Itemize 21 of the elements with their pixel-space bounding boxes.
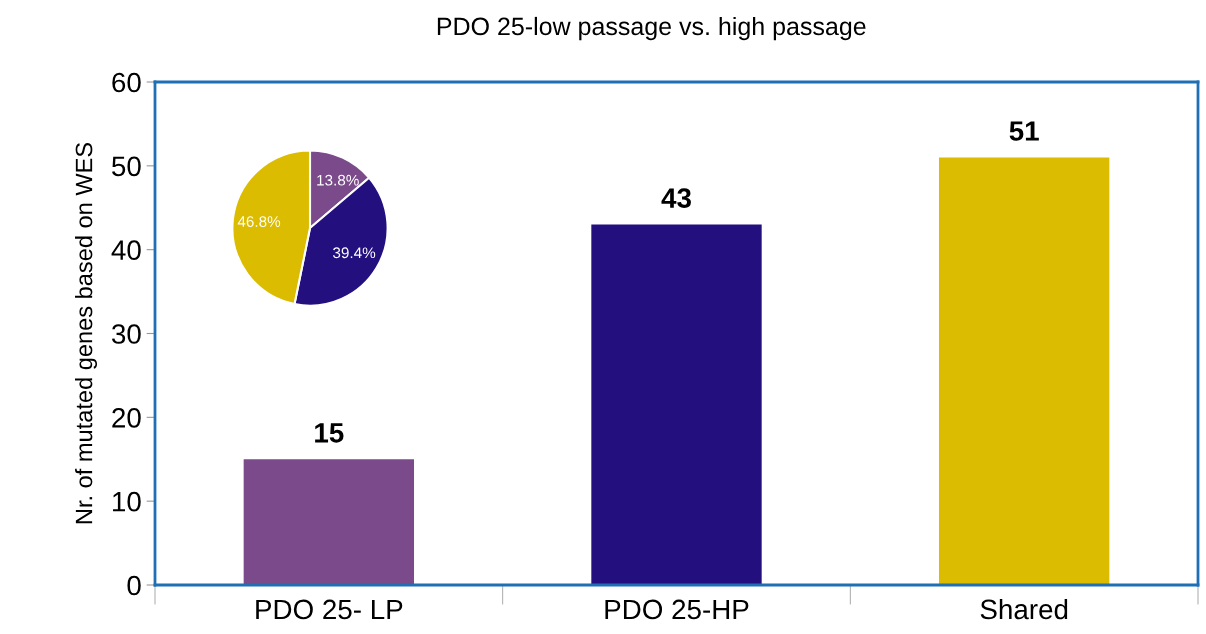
data-label: 39.4% — [333, 247, 376, 259]
y-tick-label: 60 — [112, 72, 141, 93]
x-tick-label: PDO 25-HP — [605, 599, 749, 620]
data-label: 46.8% — [237, 216, 281, 227]
chart-title: PDO 25-low passage vs. high passage — [437, 16, 866, 41]
y-tick-label: 40 — [111, 240, 141, 261]
y-axis-title: Nr. of mutated genes based on WES — [75, 142, 98, 524]
y-tick-label: 30 — [111, 324, 141, 344]
bar — [938, 157, 1110, 585]
x-tick-label: PDO 25- LP — [256, 599, 403, 620]
data-label: 43 — [661, 188, 691, 208]
y-tick-label: 0 — [127, 575, 141, 596]
data-label: 15 — [315, 423, 344, 443]
x-tick-label: Shared — [980, 598, 1068, 620]
bar — [591, 224, 762, 585]
y-tick-label: 10 — [113, 491, 141, 512]
y-tick-label: 20 — [112, 408, 141, 428]
data-label: 51 — [1009, 121, 1039, 141]
data-label: 13.8% — [317, 174, 359, 186]
bar — [243, 459, 415, 585]
y-tick-label: 50 — [112, 156, 141, 177]
